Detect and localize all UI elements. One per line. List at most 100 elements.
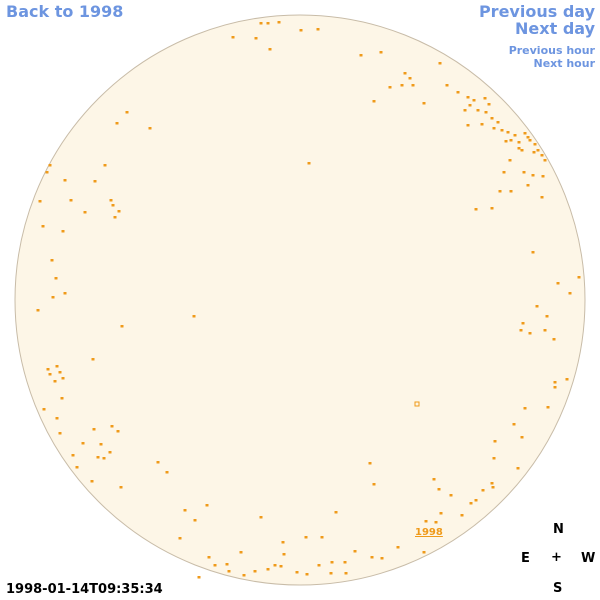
- sunspot: [483, 97, 487, 100]
- compass-north: N: [553, 522, 564, 537]
- sunspot: [439, 512, 443, 515]
- sunspot: [474, 499, 478, 502]
- sunspot: [205, 504, 209, 507]
- sunspot: [69, 199, 73, 202]
- previous-hour-link[interactable]: Previous hour: [508, 44, 595, 57]
- sunspot: [329, 572, 333, 575]
- sunspot: [207, 556, 211, 559]
- sunspot: [556, 282, 560, 285]
- sunspot: [481, 489, 485, 492]
- previous-day-link[interactable]: Previous day: [478, 2, 595, 21]
- sunspot: [259, 516, 263, 519]
- sunspot: [92, 428, 96, 431]
- sunspot: [408, 77, 412, 80]
- sunspot: [117, 210, 121, 213]
- sunspot: [178, 537, 182, 540]
- sunspot: [506, 131, 510, 134]
- sunspot: [239, 551, 243, 554]
- sunspot: [468, 104, 472, 107]
- sunspot: [115, 122, 119, 125]
- sunspot: [400, 84, 404, 87]
- sunspot: [403, 72, 407, 75]
- sunspot-markers: [36, 21, 581, 579]
- sunspot: [396, 546, 400, 549]
- sunspot: [432, 478, 436, 481]
- sunspot: [266, 22, 270, 25]
- sunspot: [463, 109, 467, 112]
- sunspot: [90, 480, 94, 483]
- sunspot: [148, 127, 152, 130]
- sunspot: [577, 276, 581, 279]
- sunspot: [568, 292, 572, 295]
- sunspot: [71, 454, 75, 457]
- sunspot: [460, 514, 464, 517]
- sunspot: [93, 180, 97, 183]
- sunspot: [165, 471, 169, 474]
- next-hour-link[interactable]: Next hour: [533, 57, 596, 70]
- sunspot: [523, 132, 527, 135]
- sunspot: [520, 436, 524, 439]
- back-to-year-link[interactable]: Back to 1998: [6, 2, 124, 21]
- compass-south: S: [553, 581, 563, 596]
- sunspot: [526, 184, 530, 187]
- sunspot: [61, 377, 65, 380]
- sunspot: [96, 456, 100, 459]
- sunspot: [316, 28, 320, 31]
- sunspot: [227, 570, 231, 573]
- sunspot: [61, 230, 65, 233]
- sunspot: [521, 322, 525, 325]
- sunspot: [50, 259, 54, 262]
- sunspot: [498, 190, 502, 193]
- sunspot: [509, 190, 513, 193]
- next-day-link[interactable]: Next day: [515, 19, 595, 38]
- sunspot: [281, 541, 285, 544]
- sunspot: [225, 563, 229, 566]
- sunspot: [438, 62, 442, 65]
- sunspot: [388, 86, 392, 89]
- sunspot: [526, 136, 530, 139]
- sunspot: [474, 208, 478, 211]
- sunspot: [55, 365, 59, 368]
- sunspot: [535, 305, 539, 308]
- sunspot: [379, 51, 383, 54]
- sunspot: [411, 84, 415, 87]
- sunspot: [109, 199, 113, 202]
- sunspot: [242, 574, 246, 577]
- sunspot: [516, 467, 520, 470]
- sunspot: [259, 22, 263, 25]
- sunspot: [58, 371, 62, 374]
- sunspot: [456, 91, 460, 94]
- sunspot: [41, 225, 45, 228]
- sunspot: [504, 140, 508, 143]
- sunspot: [531, 251, 535, 254]
- sunspot: [99, 443, 103, 446]
- sunspot: [48, 164, 52, 167]
- sunspot: [553, 381, 557, 384]
- sunspot: [519, 329, 523, 332]
- sunspot: [517, 147, 521, 150]
- sunspot: [487, 103, 491, 106]
- sunspot: [531, 174, 535, 177]
- sunspot: [46, 368, 50, 371]
- sunspot: [434, 521, 438, 524]
- sunspot: [213, 564, 217, 567]
- sunspot: [552, 338, 556, 341]
- sunspot: [500, 129, 504, 132]
- sunspot: [295, 571, 299, 574]
- sunspot: [344, 572, 348, 575]
- sunspot: [466, 96, 470, 99]
- sunspot: [253, 570, 257, 573]
- sunspot: [491, 486, 495, 489]
- sunspot: [91, 358, 95, 361]
- sunspot: [197, 576, 201, 579]
- sunspot: [509, 139, 513, 142]
- sunspot: [330, 561, 334, 564]
- year-link[interactable]: 1998: [415, 527, 443, 538]
- sunspot: [307, 162, 311, 165]
- sunspot: [493, 440, 497, 443]
- sunspot: [522, 171, 526, 174]
- sunspot: [523, 407, 527, 410]
- sunspot: [279, 565, 283, 568]
- sunspot: [75, 466, 79, 469]
